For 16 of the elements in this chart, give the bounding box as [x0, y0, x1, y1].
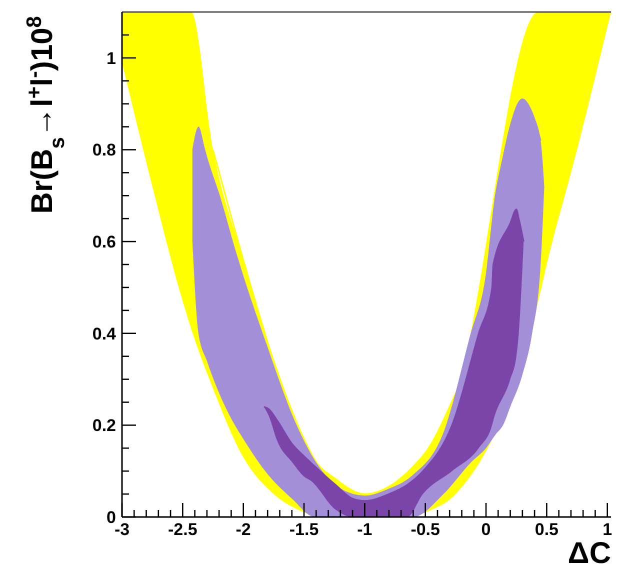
y-tick-label: 0.2 — [92, 416, 116, 436]
y-tick-label: 1 — [106, 48, 116, 68]
x-tick-label: -3 — [114, 520, 130, 539]
x-tick-label: -2 — [236, 520, 251, 539]
x-tick-label: -1.5 — [289, 520, 319, 539]
x-tick-label: -2.5 — [168, 520, 198, 539]
y-tick-label: 0.4 — [92, 324, 117, 344]
y-tick-label: 0.6 — [92, 232, 116, 252]
x-tick-label: 0 — [481, 520, 491, 539]
x-tick-label: 0.5 — [534, 520, 559, 539]
y-tick-label: 0.8 — [92, 140, 116, 160]
y-tick-label: 0 — [106, 508, 116, 527]
x-axis-title: ΔC — [568, 537, 611, 565]
x-tick-label: -1 — [357, 520, 372, 539]
x-tick-label: -0.5 — [410, 520, 440, 539]
x-tick-label: 1 — [602, 520, 612, 539]
